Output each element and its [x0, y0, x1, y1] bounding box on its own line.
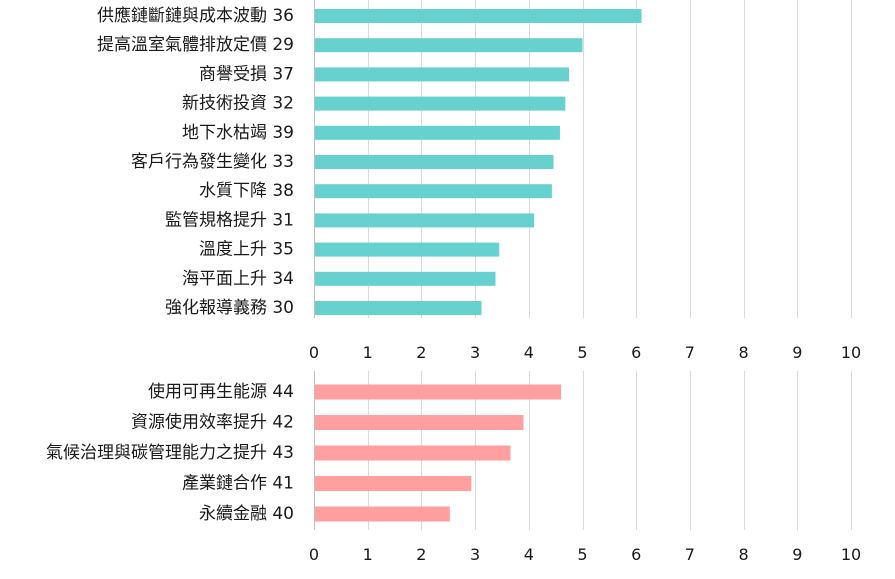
x-tick-label: 5 [577, 343, 587, 362]
x-tick-label: 2 [416, 343, 426, 362]
x-tick-label: 8 [739, 343, 749, 362]
category-label: 新技術投資 32 [182, 94, 294, 114]
category-label: 水質下降 38 [199, 181, 294, 201]
bar [314, 242, 500, 257]
x-tick-label: 6 [631, 343, 641, 362]
bar [314, 301, 482, 315]
bar [314, 155, 554, 169]
x-tick-label: 1 [363, 343, 373, 362]
x-tick-label: 7 [685, 343, 695, 362]
x-tick-label: 2 [416, 545, 426, 564]
chart-panel-2: 0 1 2 3 4 5 6 7 8 9 10 使用可再生能源 44 資源使用效率提升 42 氣候治理與碳管… [46, 371, 861, 564]
bar [314, 506, 450, 522]
category-label: 提高溫室氣體排放定價 29 [97, 35, 294, 55]
chart-panel-1: 0 1 2 3 4 5 6 7 8 9 10 供應鏈斷鏈與成本波動 36 提高溫室氣體排放定價 29 商譽… [97, 0, 861, 362]
category-label: 監管規格提升 31 [165, 210, 294, 230]
x-tick-label: 5 [577, 545, 587, 564]
bar [314, 476, 472, 491]
category-label: 使用可再生能源 44 [148, 381, 294, 402]
x-tick-label: 9 [792, 545, 802, 564]
x-tick-label: 4 [524, 545, 534, 564]
category-label: 海平面上升 34 [182, 269, 294, 289]
category-label: 資源使用效率提升 42 [131, 412, 294, 433]
category-label: 供應鏈斷鏈與成本波動 36 [97, 5, 294, 26]
category-label: 產業鏈合作 41 [182, 474, 294, 494]
x-tick-label: 0 [309, 343, 319, 362]
x-tick-label: 7 [685, 545, 695, 564]
x-tick-label: 8 [739, 545, 749, 564]
bar [314, 96, 566, 111]
bar [314, 184, 552, 199]
bar [314, 67, 570, 82]
category-label: 強化報導義務 30 [165, 298, 294, 318]
bar [314, 125, 560, 140]
x-tick-label: 9 [792, 343, 802, 362]
x-tick-label: 4 [524, 343, 534, 362]
bar [314, 271, 496, 286]
bar [314, 384, 562, 400]
category-label: 氣候治理與碳管理能力之提升 43 [46, 443, 294, 463]
x-tick-label: 0 [309, 545, 319, 564]
bar [314, 445, 511, 461]
bar [314, 415, 524, 430]
category-label: 客戶行為發生變化 33 [131, 152, 294, 172]
category-label: 地下水枯竭 39 [182, 123, 294, 143]
x-tick-label: 6 [631, 545, 641, 564]
bar [314, 38, 583, 53]
bar [314, 213, 535, 228]
x-tick-label: 3 [470, 343, 480, 362]
category-label: 溫度上升 35 [199, 240, 294, 260]
category-label: 永續金融 40 [199, 504, 294, 524]
category-label: 商譽受損 37 [199, 64, 294, 84]
x-tick-label: 1 [363, 545, 373, 564]
x-tick-label: 10 [841, 343, 861, 362]
x-tick-label: 3 [470, 545, 480, 564]
bar [314, 9, 642, 23]
x-tick-label: 10 [841, 545, 861, 564]
